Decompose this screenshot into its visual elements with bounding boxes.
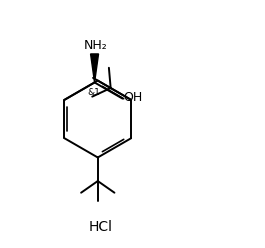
Text: HCl: HCl — [88, 220, 112, 234]
Text: &1: &1 — [87, 88, 100, 97]
Text: NH₂: NH₂ — [84, 39, 108, 52]
Polygon shape — [91, 54, 99, 82]
Text: OH: OH — [124, 91, 143, 104]
